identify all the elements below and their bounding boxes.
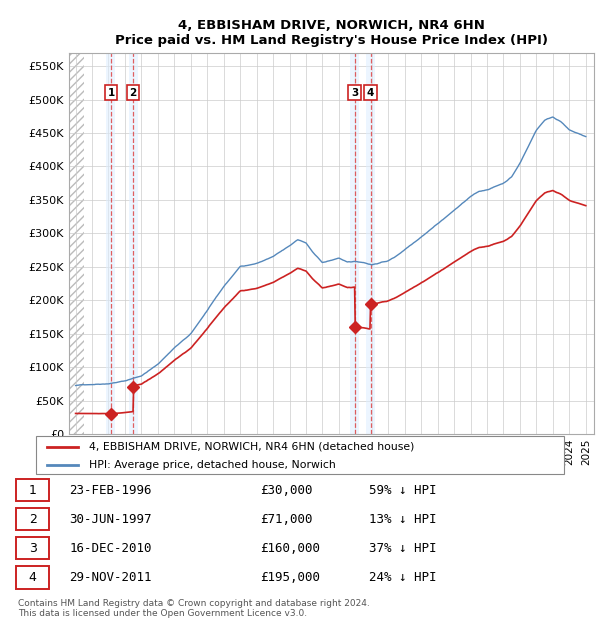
- Text: 4: 4: [29, 571, 37, 584]
- Text: 13% ↓ HPI: 13% ↓ HPI: [369, 513, 437, 526]
- Text: 2: 2: [29, 513, 37, 526]
- Bar: [106, 53, 115, 434]
- Text: 23-FEB-1996: 23-FEB-1996: [70, 484, 152, 497]
- Text: 3: 3: [29, 542, 37, 555]
- Text: £195,000: £195,000: [260, 571, 320, 584]
- Text: 1: 1: [107, 88, 115, 98]
- Text: £71,000: £71,000: [260, 513, 312, 526]
- Text: £160,000: £160,000: [260, 542, 320, 555]
- Text: 3: 3: [351, 88, 358, 98]
- FancyBboxPatch shape: [36, 436, 564, 474]
- Text: 24% ↓ HPI: 24% ↓ HPI: [369, 571, 437, 584]
- FancyBboxPatch shape: [16, 508, 49, 530]
- FancyBboxPatch shape: [16, 479, 49, 501]
- FancyBboxPatch shape: [16, 567, 49, 588]
- Text: £30,000: £30,000: [260, 484, 312, 497]
- Bar: [366, 53, 375, 434]
- Text: 29-NOV-2011: 29-NOV-2011: [70, 571, 152, 584]
- Text: Contains HM Land Registry data © Crown copyright and database right 2024.
This d: Contains HM Land Registry data © Crown c…: [18, 599, 370, 618]
- Bar: [69, 53, 84, 434]
- Title: 4, EBBISHAM DRIVE, NORWICH, NR4 6HN
Price paid vs. HM Land Registry's House Pric: 4, EBBISHAM DRIVE, NORWICH, NR4 6HN Pric…: [115, 19, 548, 47]
- Bar: [128, 53, 138, 434]
- Text: 37% ↓ HPI: 37% ↓ HPI: [369, 542, 437, 555]
- Text: 16-DEC-2010: 16-DEC-2010: [70, 542, 152, 555]
- FancyBboxPatch shape: [16, 538, 49, 559]
- Text: 4: 4: [367, 88, 374, 98]
- Text: HPI: Average price, detached house, Norwich: HPI: Average price, detached house, Norw…: [89, 459, 335, 470]
- Text: 30-JUN-1997: 30-JUN-1997: [70, 513, 152, 526]
- Text: 1: 1: [29, 484, 37, 497]
- Text: 59% ↓ HPI: 59% ↓ HPI: [369, 484, 437, 497]
- Bar: [350, 53, 359, 434]
- Text: 4, EBBISHAM DRIVE, NORWICH, NR4 6HN (detached house): 4, EBBISHAM DRIVE, NORWICH, NR4 6HN (det…: [89, 441, 414, 451]
- Text: 2: 2: [130, 88, 137, 98]
